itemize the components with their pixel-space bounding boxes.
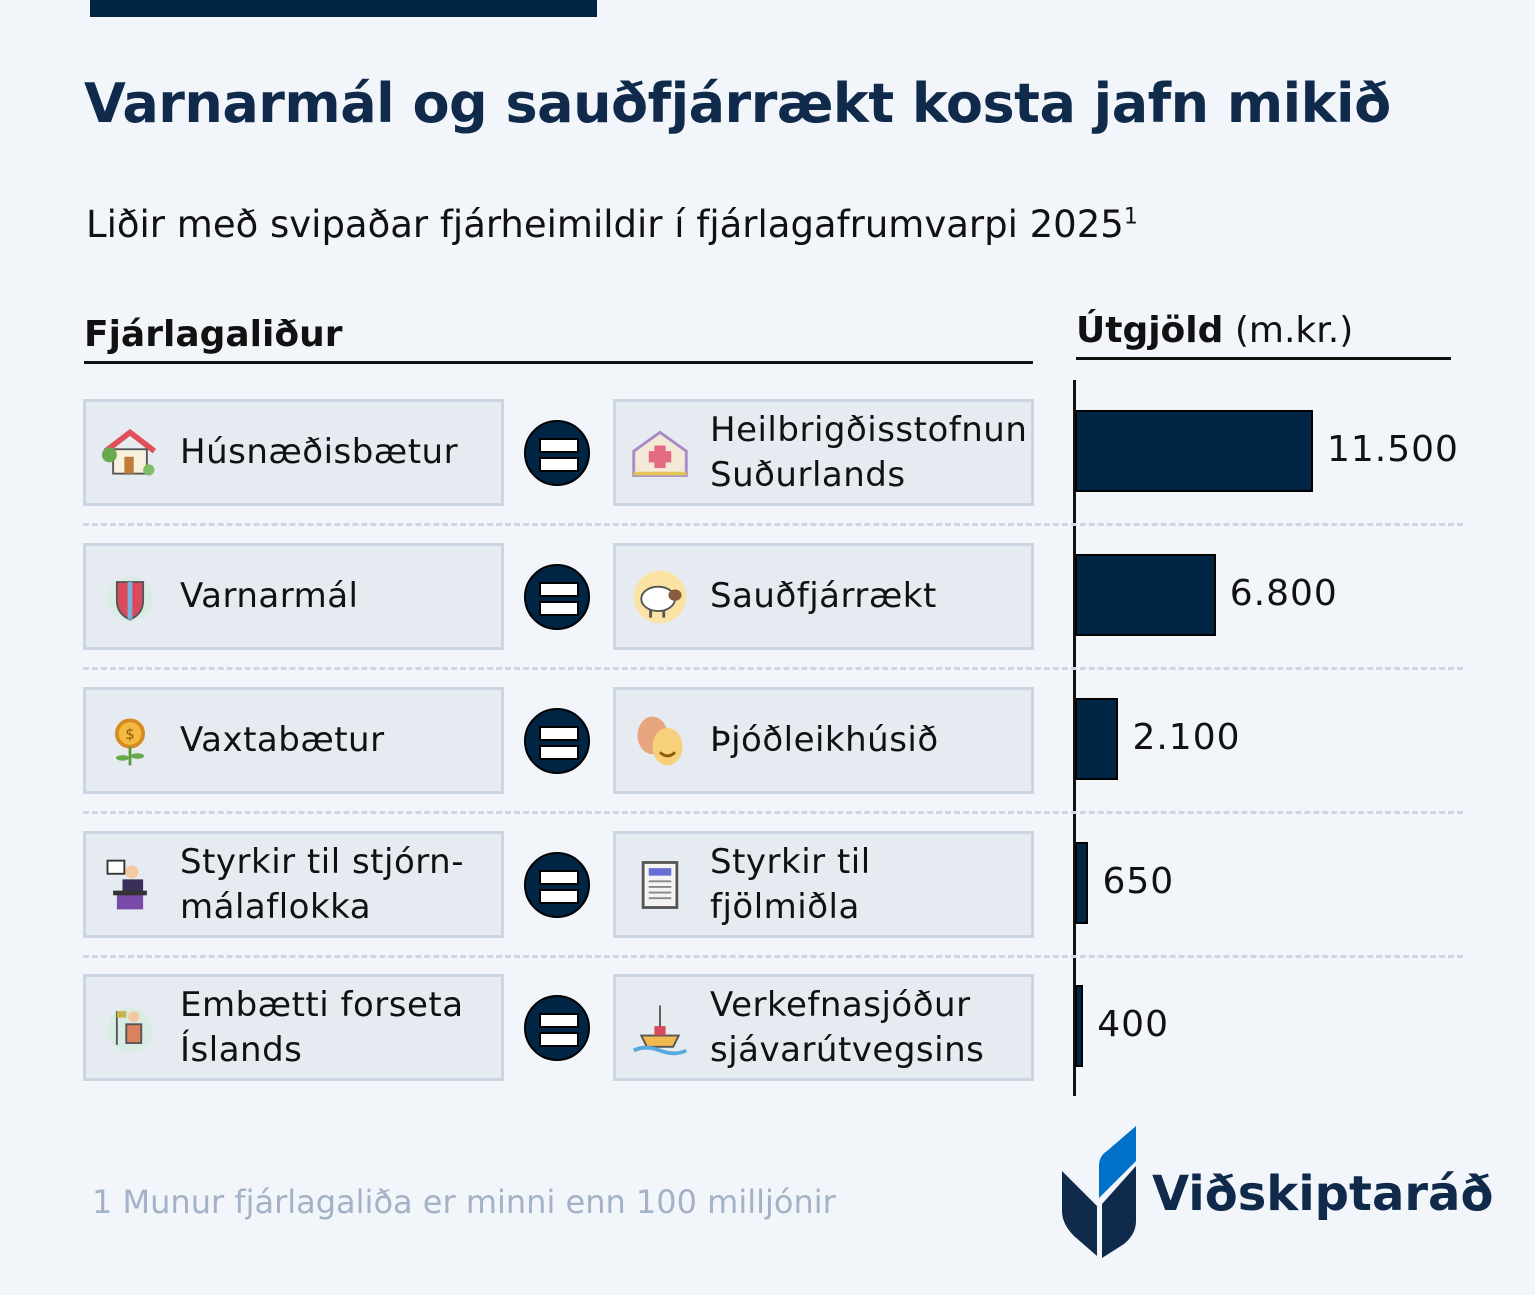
budget-item-right: Þjóðleikhúsið — [613, 687, 1034, 794]
politician-podium-icon — [98, 853, 162, 917]
row-separator — [83, 811, 1463, 814]
budget-item-right: Verkefnasjóður sjávarútvegsins — [613, 974, 1034, 1081]
column-header-expenditure: Útgjöld (m.kr.) — [1076, 310, 1451, 360]
budget-item-right: Sauðfjárrækt — [613, 543, 1034, 650]
budget-item-label: Verkefnasjóður sjávarútvegsins — [710, 983, 984, 1073]
budget-item-right: Styrkir til fjölmiðla — [613, 831, 1034, 938]
footnote-mark: 1 — [1123, 204, 1138, 230]
budget-item-left: Embætti forseta Íslands — [83, 974, 504, 1081]
row-separator — [83, 667, 1463, 670]
bar-4 — [1075, 985, 1084, 1067]
budget-item-label: Vaxtabætur — [180, 718, 385, 763]
logo-leaf-icon — [1062, 1126, 1136, 1258]
label-line: Íslands — [180, 1029, 303, 1070]
budget-item-left: Varnarmál — [83, 543, 504, 650]
label-line: málaflokka — [180, 886, 372, 927]
budget-item-left: Styrkir til stjórn-málaflokka — [83, 831, 504, 938]
label-line: Sauðfjárrækt — [710, 576, 937, 616]
hospital-icon — [628, 421, 692, 485]
budget-item-label: Styrkir til fjölmiðla — [710, 840, 871, 930]
fishing-boat-icon — [628, 996, 692, 1060]
equals-icon — [524, 995, 590, 1061]
header-unit: (m.kr.) — [1234, 310, 1354, 351]
subtitle-text: Liðir með svipaðar fjárheimildir í fjárl… — [86, 203, 1124, 246]
row-separator — [83, 955, 1463, 958]
budget-item-label: Embætti forseta Íslands — [180, 983, 464, 1073]
label-line: Embætti forseta — [180, 984, 464, 1025]
budget-item-label: Þjóðleikhúsið — [710, 718, 939, 763]
equals-icon — [524, 708, 590, 774]
shield-icon — [98, 565, 162, 629]
house-icon — [98, 421, 162, 485]
budget-item-label: Styrkir til stjórn-málaflokka — [180, 840, 464, 930]
label-line: Húsnæðisbætur — [180, 432, 459, 472]
newspaper-icon — [628, 853, 692, 917]
label-line: Styrkir til — [710, 841, 871, 882]
chart-title: Varnarmál og sauðfjárrækt kosta jafn mik… — [84, 72, 1391, 135]
label-line: fjölmiðla — [710, 886, 860, 927]
sheep-icon — [628, 565, 692, 629]
bar-value-label: 11.500 — [1327, 429, 1459, 470]
bar-axis-line — [1073, 380, 1076, 1096]
equals-icon — [524, 420, 590, 486]
budget-item-label: Húsnæðisbætur — [180, 430, 458, 475]
column-header-budget-item: Fjárlagaliður — [84, 314, 1033, 364]
top-accent-bar — [90, 0, 597, 17]
label-line: Suðurlands — [710, 454, 906, 495]
bar-value-label: 2.100 — [1132, 717, 1241, 758]
label-line: Þjóðleikhúsið — [710, 720, 939, 760]
bar-3 — [1075, 842, 1089, 924]
logo-text: Viðskiptaráð — [1152, 1166, 1494, 1222]
president-flag-icon — [98, 996, 162, 1060]
chart-subtitle: Liðir með svipaðar fjárheimildir í fjárl… — [86, 203, 1138, 246]
bar-2 — [1075, 698, 1119, 780]
label-line: sjávarútvegsins — [710, 1029, 985, 1070]
budget-item-label: Varnarmál — [180, 574, 359, 619]
label-line: Verkefnasjóður — [710, 984, 971, 1025]
equals-icon — [524, 564, 590, 630]
footnote: 1 Munur fjárlagaliða er minni enn 100 mi… — [92, 1183, 836, 1221]
header-expenditure-label: Útgjöld — [1076, 310, 1224, 351]
bar-value-label: 650 — [1102, 861, 1175, 902]
budget-item-label: Heilbrigðisstofnun Suðurlands — [710, 408, 1027, 498]
label-line: Heilbrigðisstofnun — [710, 409, 1028, 450]
row-separator — [83, 523, 1463, 526]
money-flower-icon: $ — [98, 709, 162, 773]
bar-0 — [1075, 410, 1313, 492]
budget-item-left: $ Vaxtabætur — [83, 687, 504, 794]
theater-masks-icon — [628, 709, 692, 773]
bar-1 — [1075, 554, 1216, 636]
budget-item-right: Heilbrigðisstofnun Suðurlands — [613, 399, 1034, 506]
label-line: Varnarmál — [180, 576, 359, 616]
bar-value-label: 400 — [1097, 1004, 1169, 1045]
equals-icon — [524, 852, 590, 918]
label-line: Styrkir til stjórn- — [180, 841, 464, 882]
svg-text:$: $ — [125, 725, 135, 743]
budget-item-left: Húsnæðisbætur — [83, 399, 504, 506]
bar-value-label: 6.800 — [1229, 573, 1338, 614]
budget-item-label: Sauðfjárrækt — [710, 574, 937, 619]
label-line: Vaxtabætur — [180, 720, 385, 760]
